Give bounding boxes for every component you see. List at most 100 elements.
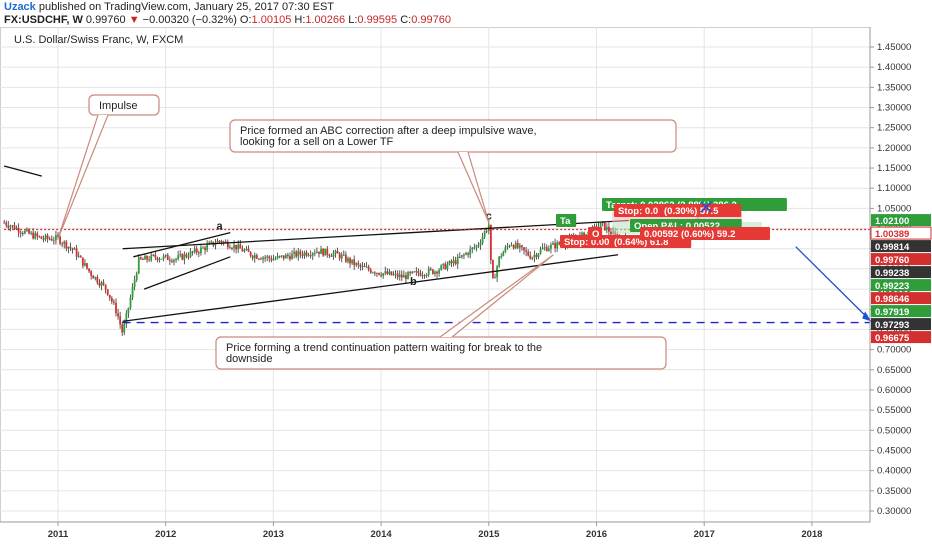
candle-body bbox=[340, 255, 343, 259]
candle-body bbox=[291, 253, 293, 260]
candle-body bbox=[166, 254, 169, 261]
candle-body bbox=[262, 257, 264, 260]
candle-body bbox=[518, 245, 521, 248]
chart-title: U.S. Dollar/Swiss Franc, W, FXCM bbox=[14, 34, 183, 46]
candle-body bbox=[411, 271, 414, 274]
pattern-callout-text: downside bbox=[226, 353, 272, 365]
candle-body bbox=[454, 260, 457, 265]
price-tag-bg bbox=[871, 305, 931, 318]
callouts: Impulse Price formed an ABC correction af… bbox=[57, 94, 677, 370]
candle-body bbox=[268, 256, 271, 259]
candle-body bbox=[100, 282, 103, 286]
candle-body bbox=[168, 260, 171, 262]
candle-body bbox=[183, 254, 186, 260]
candle-body bbox=[436, 271, 438, 274]
candle-body bbox=[245, 248, 248, 251]
candle-body bbox=[160, 258, 163, 260]
candle-body bbox=[50, 239, 53, 241]
pattern-callout-tail bbox=[439, 254, 554, 338]
candle-body bbox=[44, 235, 47, 240]
candle-body bbox=[442, 263, 445, 266]
candle-body bbox=[311, 253, 314, 256]
candle-body bbox=[189, 251, 192, 257]
y-tick-label: 1.25000 bbox=[877, 123, 911, 134]
candle-body bbox=[156, 257, 159, 261]
candle-body bbox=[260, 258, 262, 260]
candle-body bbox=[102, 282, 105, 285]
candle-body bbox=[581, 232, 583, 235]
candle-body bbox=[537, 253, 540, 257]
x-tick-label: 2012 bbox=[155, 529, 176, 540]
candle-body bbox=[239, 244, 242, 249]
price-tag: 0.98646 bbox=[875, 294, 909, 305]
candle-body bbox=[278, 256, 281, 258]
candle-body bbox=[210, 241, 213, 243]
candle-body bbox=[293, 251, 296, 254]
candle-body bbox=[456, 256, 459, 265]
candle-body bbox=[266, 256, 269, 258]
drawing-lines: a b c bbox=[3, 165, 872, 324]
candle-body bbox=[220, 240, 223, 243]
candle-body bbox=[516, 242, 519, 248]
candle-body bbox=[475, 245, 478, 248]
candle-body bbox=[473, 247, 476, 249]
time-axis[interactable]: 2011 2012 2013 2014 2015 2016 2017 2018 bbox=[0, 521, 870, 540]
candle-body bbox=[419, 273, 422, 276]
candle-body bbox=[92, 275, 95, 279]
candle-body bbox=[380, 274, 382, 276]
candle-body bbox=[158, 259, 161, 261]
candle-body bbox=[295, 251, 298, 257]
candle-body bbox=[3, 222, 6, 224]
candle-body bbox=[417, 271, 420, 274]
candle-body bbox=[123, 323, 126, 333]
candle-body bbox=[110, 297, 113, 302]
stop-2b-tag: (0.30%) 57.5 bbox=[664, 206, 719, 217]
candle-body bbox=[415, 271, 418, 273]
candle-body bbox=[30, 232, 32, 234]
candle-body bbox=[483, 231, 486, 237]
lower-triangle-line bbox=[122, 254, 619, 323]
candle-body bbox=[48, 238, 51, 240]
candle-body bbox=[458, 256, 461, 258]
wave-label-c: c bbox=[486, 211, 492, 223]
candle-body bbox=[398, 274, 401, 278]
candle-body bbox=[237, 244, 240, 250]
candle-body bbox=[440, 265, 443, 271]
candle-body bbox=[382, 273, 385, 276]
author-link[interactable]: Uzack bbox=[4, 1, 36, 13]
candle-body bbox=[40, 236, 43, 239]
candle-body bbox=[162, 255, 165, 259]
candle-body bbox=[65, 241, 68, 249]
candle-body bbox=[496, 266, 498, 278]
candle-body bbox=[55, 235, 57, 241]
x-tick-label: 2016 bbox=[586, 529, 607, 540]
candle-body bbox=[334, 251, 337, 254]
impulse-callout: Impulse bbox=[57, 94, 160, 239]
candle-body bbox=[444, 263, 447, 270]
candle-body bbox=[46, 235, 49, 239]
candle-body bbox=[527, 251, 530, 256]
candle-body bbox=[460, 254, 463, 258]
candle-body bbox=[84, 263, 86, 266]
price-tag-bg bbox=[871, 292, 931, 305]
candle-body bbox=[603, 222, 606, 230]
stop-1b-tag: (0.64%) 61.8 bbox=[614, 237, 668, 248]
candle-body bbox=[353, 259, 356, 266]
price-chart[interactable]: abc Target: 0.02862 (2.88%) 286.2TaStop:… bbox=[0, 27, 932, 550]
impulse-callout-box bbox=[88, 94, 160, 116]
y-tick-label: 1.05000 bbox=[877, 203, 911, 214]
candle-body bbox=[125, 313, 128, 324]
x-tick-label: 2013 bbox=[263, 529, 284, 540]
candle-body bbox=[5, 222, 8, 226]
candle-body bbox=[98, 282, 101, 286]
price-tag: 0.99760 bbox=[875, 255, 909, 266]
y-tick-label: 1.35000 bbox=[877, 82, 911, 93]
price-axis[interactable]: 1.45000 1.40000 1.35000 1.30000 1.25000 1.200… bbox=[869, 27, 932, 522]
y-tick-label: 0.35000 bbox=[877, 486, 911, 497]
candle-body bbox=[396, 273, 399, 278]
candle-body bbox=[506, 246, 509, 248]
candle-body bbox=[427, 268, 430, 275]
candle-body bbox=[351, 259, 354, 264]
candle-body bbox=[233, 244, 235, 249]
candle-body bbox=[498, 256, 501, 267]
